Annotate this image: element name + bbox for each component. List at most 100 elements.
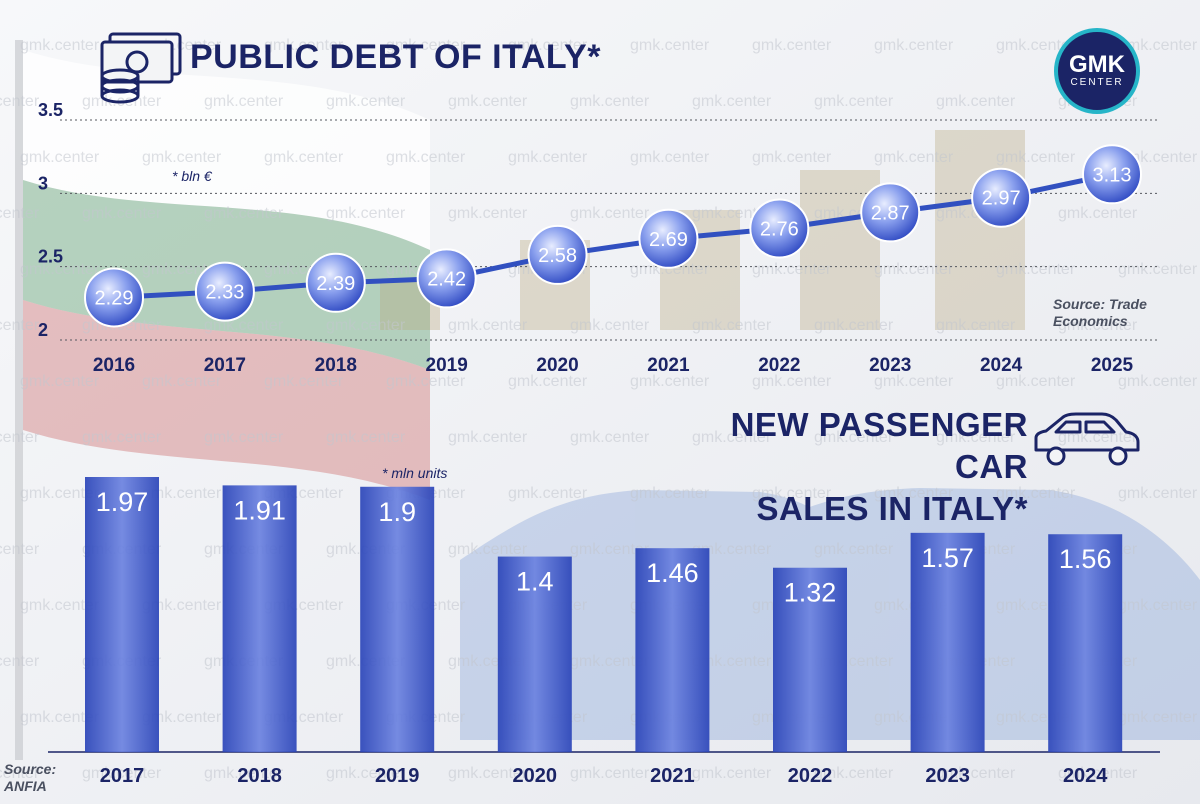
watermark-text: gmk.center: [874, 149, 954, 166]
logo-text: GMK: [1069, 51, 1125, 78]
watermark-text: gmk.center: [1118, 485, 1198, 502]
watermark-text: gmk.center: [752, 373, 832, 390]
watermark-text: gmk.center: [0, 429, 40, 446]
car-sales-title: NEW PASSENGER CAR SALES IN ITALY*: [648, 404, 1028, 530]
car-bar: [85, 477, 159, 752]
watermark-text: gmk.center: [570, 541, 650, 558]
car-icon: [1034, 412, 1140, 466]
watermark-text: gmk.center: [874, 373, 954, 390]
watermark-text: gmk.center: [570, 205, 650, 222]
watermark-text: gmk.center: [20, 485, 100, 502]
watermark-text: gmk.center: [752, 149, 832, 166]
logo-subtext: CENTER: [1070, 77, 1124, 88]
watermark-text: gmk.center: [326, 317, 406, 334]
debt-x-tick-label: 2018: [315, 355, 357, 376]
debt-source: Source: Trade Economics: [1053, 296, 1147, 329]
debt-x-tick-label: 2024: [980, 355, 1023, 376]
debt-data-label: 2.69: [649, 229, 688, 251]
gmk-center-logo: GMK CENTER: [1054, 28, 1140, 114]
watermark-text: gmk.center: [508, 149, 588, 166]
watermark-text: gmk.center: [630, 261, 710, 278]
watermark-text: gmk.center: [752, 37, 832, 54]
watermark-text: gmk.center: [570, 429, 650, 446]
car-unit-note: * mln units: [382, 465, 448, 481]
debt-y-tick-label: 2.5: [38, 247, 63, 267]
watermark-text: gmk.center: [814, 541, 894, 558]
debt-x-tick-label: 2022: [758, 355, 800, 376]
watermark-text: gmk.center: [0, 541, 40, 558]
watermark-text: gmk.center: [692, 765, 772, 782]
watermark-text: gmk.center: [264, 37, 344, 54]
watermark-text: gmk.center: [0, 653, 40, 670]
watermark-text: gmk.center: [936, 765, 1016, 782]
car-data-label: 1.9: [378, 497, 416, 527]
watermark-text: gmk.center: [630, 37, 710, 54]
watermark-text: gmk.center: [82, 765, 162, 782]
watermark-text: gmk.center: [448, 429, 528, 446]
watermark-text: gmk.center: [142, 373, 222, 390]
watermark-text: gmk.center: [814, 765, 894, 782]
watermark-text: gmk.center: [692, 317, 772, 334]
watermark-text: gmk.center: [996, 373, 1076, 390]
debt-data-label: 2.33: [205, 282, 244, 304]
watermark-text: gmk.center: [1118, 709, 1198, 726]
watermark-text: gmk.center: [570, 93, 650, 110]
watermark-text: gmk.center: [630, 485, 710, 502]
debt-x-tick-label: 2025: [1091, 355, 1134, 376]
car-bar: [222, 485, 297, 752]
watermark-text: gmk.center: [936, 317, 1016, 334]
car-bar: [773, 567, 847, 752]
watermark-text: gmk.center: [1118, 597, 1198, 614]
debt-data-label: 2.58: [538, 245, 577, 267]
watermark-text: gmk.center: [1058, 317, 1138, 334]
car-bar: [497, 556, 572, 752]
watermark-text: gmk.center: [508, 373, 588, 390]
car-x-tick-label: 2021: [650, 765, 695, 787]
watermark-text: gmk.center: [996, 485, 1076, 502]
car-bar: [360, 486, 435, 752]
watermark-text: gmk.center: [20, 37, 100, 54]
car-data-label: 1.56: [1059, 544, 1112, 574]
debt-data-point: [194, 261, 255, 322]
watermark-text: gmk.center: [0, 317, 40, 334]
debt-x-tick-label: 2021: [647, 355, 690, 376]
watermark-text: gmk.center: [1058, 765, 1138, 782]
watermark-text: gmk.center: [692, 653, 772, 670]
debt-data-label: 2.39: [316, 273, 355, 295]
debt-data-point: [416, 248, 477, 309]
car-bar: [910, 532, 985, 752]
car-x-tick-label: 2022: [788, 765, 833, 787]
debt-line-chart: 2 2.5 3 3.5 2.29 2016 2.33 2017 2.39 2018 2.42 2019…: [38, 100, 1160, 376]
car-data-label: 1.97: [96, 487, 149, 517]
watermark-text: gmk.center: [692, 429, 772, 446]
watermark-text: gmk.center: [82, 205, 162, 222]
car-data-label: 1.91: [233, 495, 286, 525]
watermark-text: gmk.center: [570, 653, 650, 670]
watermark-text: gmk.center: [448, 205, 528, 222]
debt-x-tick-label: 2016: [93, 355, 135, 376]
watermark-text: gmk.center: [570, 317, 650, 334]
watermark-text: gmk.center: [20, 597, 100, 614]
watermark-text: gmk.center: [508, 485, 588, 502]
watermark-text: gmk.center: [874, 261, 954, 278]
car-data-label: 1.4: [516, 567, 554, 597]
watermark-text: gmk.center: [20, 261, 100, 278]
watermark-text: gmk.center: [448, 317, 528, 334]
debt-data-label: 2.42: [427, 268, 466, 290]
debt-data-label: 2.76: [760, 219, 799, 241]
watermark-text: gmk.center: [448, 765, 528, 782]
watermark-text: gmk.center: [82, 429, 162, 446]
watermark-text: gmk.center: [630, 149, 710, 166]
car-x-tick-label: 2023: [925, 765, 970, 787]
watermark-text: gmk.center: [1118, 373, 1198, 390]
car-data-label: 1.57: [921, 543, 974, 573]
watermark-text: gmk.center: [326, 205, 406, 222]
watermark-text: gmk.center: [264, 149, 344, 166]
car-bar: [1048, 534, 1123, 752]
watermark-text: gmk.center: [1058, 205, 1138, 222]
watermark-text: gmk.center: [142, 597, 222, 614]
watermark-text: gmk.center: [630, 373, 710, 390]
car-sales-title-line2: SALES IN ITALY*: [756, 490, 1028, 527]
debt-data-point: [638, 208, 699, 269]
debt-data-point: [305, 252, 366, 313]
